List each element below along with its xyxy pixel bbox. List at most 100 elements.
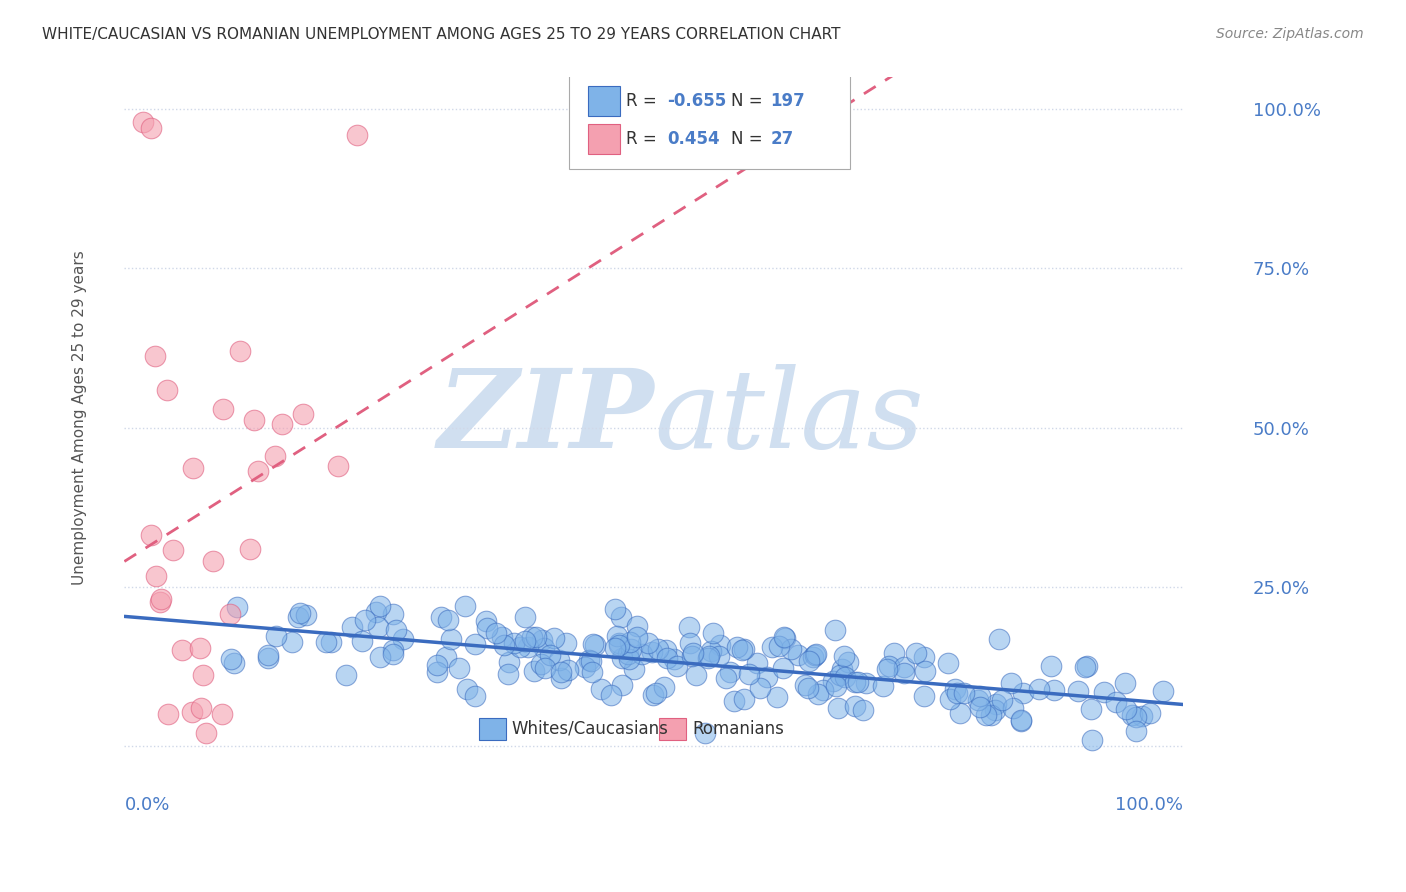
Point (157, 706, 180, 721)
Point (749, 681, 772, 696)
Point (697, 648, 720, 663)
Point (799, 654, 821, 668)
Text: Whites/Caucasians: Whites/Caucasians (512, 720, 669, 738)
Point (190, 701, 212, 715)
Point (145, 569, 167, 583)
Point (498, 655, 520, 669)
Point (291, 408, 314, 422)
Point (503, 636, 526, 650)
Point (846, 675, 869, 690)
Text: 0.0%: 0.0% (124, 797, 170, 814)
Text: 100.0%: 100.0% (1115, 797, 1184, 814)
Point (938, 692, 960, 706)
Point (224, 657, 246, 671)
Point (702, 626, 724, 640)
Point (912, 689, 935, 703)
Point (1074, 660, 1097, 674)
Point (987, 632, 1010, 646)
Point (984, 703, 1007, 717)
Point (513, 633, 536, 648)
FancyBboxPatch shape (588, 124, 620, 154)
Point (211, 706, 233, 721)
Point (685, 668, 707, 682)
Point (605, 602, 627, 616)
Point (195, 726, 218, 740)
Point (326, 458, 349, 473)
Point (1132, 709, 1154, 723)
Point (367, 619, 389, 633)
Point (475, 615, 498, 629)
Point (733, 641, 755, 656)
Point (609, 638, 631, 652)
Point (745, 656, 768, 670)
Point (1066, 684, 1088, 698)
Point (626, 630, 648, 644)
Point (315, 634, 337, 648)
Point (984, 697, 1007, 711)
Point (953, 685, 976, 699)
Point (725, 640, 748, 655)
Point (290, 606, 312, 620)
Point (243, 413, 266, 427)
Text: 0.454: 0.454 (668, 129, 720, 148)
Point (637, 636, 659, 650)
Point (834, 670, 856, 684)
Point (1010, 714, 1032, 728)
Point (912, 650, 935, 665)
Point (678, 620, 700, 634)
Point (974, 707, 997, 722)
Point (574, 660, 596, 674)
Point (533, 661, 555, 675)
Point (530, 657, 553, 672)
Point (1114, 676, 1136, 690)
Point (761, 640, 783, 655)
Point (883, 646, 905, 660)
Point (1002, 701, 1025, 715)
Point (368, 599, 391, 613)
Point (538, 648, 561, 663)
Point (905, 646, 928, 660)
Point (454, 599, 477, 613)
Point (1115, 702, 1137, 716)
Point (225, 600, 247, 615)
Point (681, 648, 703, 663)
Point (550, 672, 572, 686)
Point (876, 662, 898, 676)
Point (429, 609, 451, 624)
Point (434, 650, 457, 665)
Point (801, 650, 824, 665)
Point (491, 630, 513, 644)
Point (804, 648, 827, 662)
Point (270, 417, 292, 432)
Point (733, 692, 755, 706)
Point (662, 652, 685, 666)
Point (837, 655, 859, 669)
Point (617, 647, 640, 661)
Point (830, 668, 852, 682)
Point (772, 661, 794, 675)
FancyBboxPatch shape (588, 86, 620, 116)
Point (619, 652, 641, 666)
Point (827, 701, 849, 715)
Point (141, 528, 163, 542)
Point (1043, 682, 1066, 697)
Point (557, 663, 579, 677)
Point (319, 635, 342, 649)
Point (679, 636, 702, 650)
Text: Unemployment Among Ages 25 to 29 years: Unemployment Among Ages 25 to 29 years (72, 251, 87, 585)
Text: 27: 27 (770, 129, 793, 148)
Point (257, 648, 280, 662)
Point (295, 607, 318, 622)
Point (1105, 694, 1128, 708)
Point (530, 632, 553, 647)
Point (893, 666, 915, 681)
Point (623, 662, 645, 676)
Point (477, 621, 499, 635)
Point (600, 688, 623, 702)
Point (813, 682, 835, 697)
Point (1039, 659, 1062, 673)
Point (610, 650, 633, 665)
Point (496, 666, 519, 681)
Point (1125, 709, 1147, 723)
Point (555, 636, 578, 650)
